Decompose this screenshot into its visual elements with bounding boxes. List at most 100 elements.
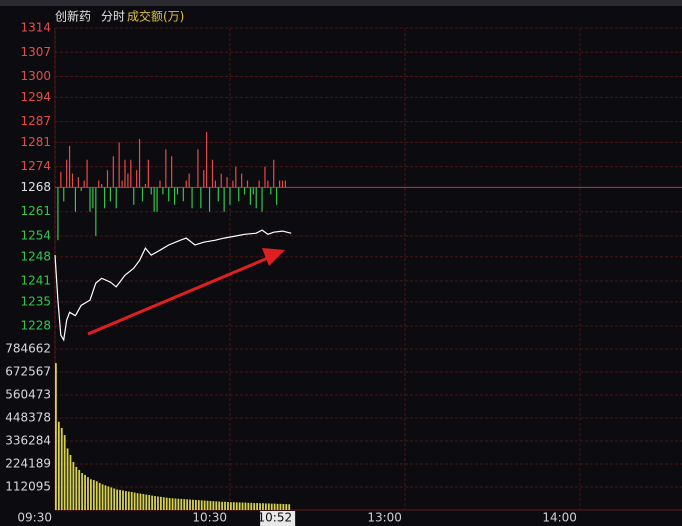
volume-bar — [60, 427, 63, 510]
volume-bar — [171, 498, 174, 510]
volume-bar — [180, 498, 183, 510]
price-line — [54, 229, 292, 342]
volume-bar — [133, 492, 136, 510]
volume-bar — [194, 499, 197, 510]
volume-bar — [89, 479, 92, 510]
volume-bar — [113, 488, 116, 510]
volume-bar — [142, 493, 145, 510]
volume-bar — [98, 482, 101, 510]
volume-bar — [256, 503, 259, 510]
volume-bar — [235, 502, 238, 510]
y-tick-label: 1268 — [20, 180, 51, 194]
volume-bar — [87, 477, 89, 510]
x-tick-label: 09:30 — [17, 511, 52, 525]
volume-bar — [282, 504, 285, 510]
view-mode[interactable]: 分时 — [101, 10, 125, 24]
y-tick-label: 1287 — [20, 114, 51, 128]
volume-bar — [174, 498, 177, 510]
volume-bar — [206, 500, 209, 510]
volume-bar — [104, 485, 107, 510]
volume-bar — [148, 495, 151, 510]
volume-bar — [218, 501, 221, 510]
plot: 09:30 10:30 13:00 14:00 1314 1307 1300 1294 1287… — [5, 21, 682, 526]
volume-bar — [159, 496, 162, 510]
y-tick-label: 1281 — [20, 135, 51, 149]
volume-bar — [212, 501, 215, 510]
volume-bar — [200, 500, 203, 510]
volume-bar — [203, 500, 206, 510]
stock-name[interactable]: 创新药 — [55, 9, 91, 24]
volume-bar — [122, 490, 124, 510]
volume-bar — [139, 493, 142, 510]
volume-bar — [127, 491, 130, 510]
volume-bar — [250, 502, 253, 510]
volume-bar — [276, 503, 279, 510]
volume-bar — [244, 502, 247, 510]
cursor-label-box — [260, 511, 296, 526]
volume-bar — [110, 487, 113, 510]
volume-bar — [124, 491, 127, 510]
cursor-label: 10:52 — [258, 511, 293, 525]
volume-bar — [241, 502, 244, 510]
volume-bar — [270, 503, 273, 510]
volume-bar — [145, 494, 148, 510]
volume-bar — [253, 503, 256, 510]
volume-bar — [285, 504, 288, 510]
volume-bar — [186, 499, 189, 510]
volume-bar — [238, 502, 241, 510]
volume-bar — [116, 489, 119, 510]
x-tick-label: 14:00 — [542, 511, 577, 525]
volume-bar — [157, 496, 159, 510]
volume-bar — [162, 497, 165, 510]
y-tick-label: 560473 — [5, 387, 51, 401]
volume-bar — [192, 499, 194, 510]
volume-bar — [288, 504, 291, 510]
volume-bar — [151, 495, 154, 510]
top-strip — [0, 0, 682, 6]
volume-bar — [136, 493, 139, 510]
volume-bar — [119, 489, 121, 510]
y-tick-label: 1228 — [20, 319, 51, 333]
volume-bar — [229, 502, 232, 510]
volume-bar — [81, 473, 84, 510]
arrow-head — [262, 248, 285, 266]
volume-bar — [57, 421, 60, 510]
y-tick-label: 1300 — [20, 69, 51, 83]
volume-bar — [78, 469, 81, 510]
volume-bar — [66, 448, 69, 510]
volume-bar — [95, 481, 98, 510]
volume-bar — [101, 484, 104, 510]
y-tick-label: 1307 — [20, 45, 51, 59]
volume-bar — [130, 491, 133, 510]
volume-bar — [84, 474, 86, 510]
y-tick-label: 784662 — [5, 342, 51, 356]
volume-bar — [55, 363, 57, 510]
volume-bar — [75, 466, 78, 510]
x-tick-label: 13:00 — [367, 511, 402, 525]
volume-bar — [273, 503, 276, 510]
volume-bar — [247, 502, 250, 510]
volume-bar — [63, 435, 66, 510]
y-tick-label: 1235 — [20, 294, 51, 308]
volume-bar — [165, 497, 168, 510]
y-tick-label: 1294 — [20, 90, 51, 104]
volume-bar — [262, 503, 264, 510]
volume-bar — [224, 501, 226, 510]
volume-bar — [279, 503, 282, 510]
volume-bar — [209, 500, 212, 510]
arrow-shaft — [87, 256, 269, 336]
volume-bar — [259, 503, 261, 510]
volume-bar — [232, 502, 235, 510]
volume-bar — [69, 455, 72, 510]
y-tick-label: 1248 — [20, 249, 51, 263]
volume-bar — [197, 500, 200, 510]
trend-arrow — [87, 248, 285, 336]
volume-bar — [189, 499, 191, 510]
y-tick-label: 1274 — [20, 159, 51, 173]
volume-bar — [227, 501, 229, 510]
y-tick-label: 224189 — [5, 457, 51, 471]
indicator-name[interactable]: 成交额(万) — [127, 9, 184, 24]
